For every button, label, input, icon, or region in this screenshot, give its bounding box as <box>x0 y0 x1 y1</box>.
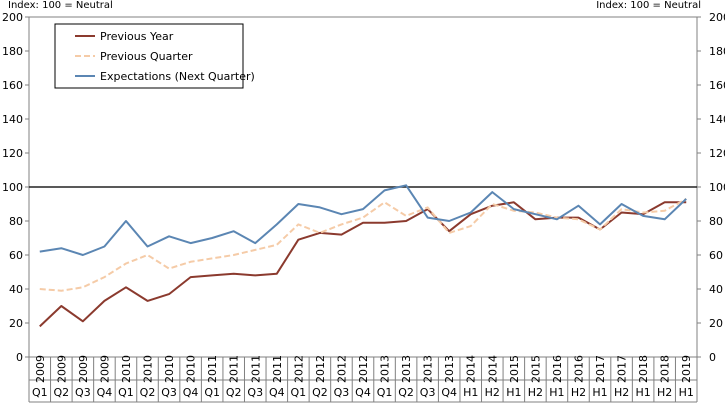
y-tick-label-left: 140 <box>2 113 23 126</box>
y-tick-label-right: 100 <box>709 181 725 194</box>
y-tick-label-left: 60 <box>9 249 23 262</box>
x-year-label: 2013 <box>400 355 413 383</box>
y-tick-label-left: 20 <box>9 317 23 330</box>
x-year-label: 2018 <box>637 355 650 383</box>
y-tick-label-right: 160 <box>709 79 725 92</box>
x-period-label: Q3 <box>247 386 263 399</box>
y-tick-label-left: 180 <box>2 45 23 58</box>
x-year-label: 2014 <box>465 355 478 383</box>
y-tick-label-left: 0 <box>16 351 23 364</box>
x-period-label: H1 <box>592 386 607 399</box>
y-tick-label-left: 200 <box>2 11 23 24</box>
x-year-label: 2019 <box>680 355 693 383</box>
x-period-label: H1 <box>635 386 650 399</box>
y-tick-label-right: 0 <box>709 351 716 364</box>
x-period-label: Q3 <box>334 386 350 399</box>
x-period-label: Q1 <box>204 386 220 399</box>
x-period-label: Q1 <box>377 386 393 399</box>
x-year-label: 2013 <box>422 355 435 383</box>
y-tick-label-right: 60 <box>709 249 723 262</box>
x-year-label: 2009 <box>55 355 68 383</box>
x-year-label: 2014 <box>486 355 499 383</box>
y-tick-label-right: 120 <box>709 147 725 160</box>
y-tick-label-right: 180 <box>709 45 725 58</box>
x-year-label: 2013 <box>443 355 456 383</box>
x-period-label: H1 <box>463 386 478 399</box>
x-period-label: H1 <box>549 386 564 399</box>
x-year-label: 2018 <box>659 355 672 383</box>
legend-label-1: Previous Quarter <box>100 50 193 63</box>
x-year-label: 2012 <box>357 355 370 383</box>
x-year-label: 2010 <box>185 355 198 383</box>
y-tick-label-left: 40 <box>9 283 23 296</box>
x-year-label: 2015 <box>529 355 542 383</box>
x-period-label: Q4 <box>97 386 113 399</box>
x-year-label: 2015 <box>508 355 521 383</box>
x-year-label: 2012 <box>292 355 305 383</box>
x-period-label: Q1 <box>32 386 48 399</box>
y-tick-label-right: 20 <box>709 317 723 330</box>
x-year-label: 2016 <box>572 355 585 383</box>
x-year-label: 2011 <box>249 355 262 383</box>
y-tick-label-left: 120 <box>2 147 23 160</box>
x-period-label: Q3 <box>420 386 436 399</box>
legend-label-2: Expectations (Next Quarter) <box>100 70 255 83</box>
x-year-label: 2012 <box>314 355 327 383</box>
y-tick-label-left: 100 <box>2 181 23 194</box>
x-period-label: Q4 <box>355 386 371 399</box>
x-period-label: Q2 <box>53 386 69 399</box>
x-year-label: 2017 <box>616 355 629 383</box>
x-year-label: 2011 <box>228 355 241 383</box>
x-year-label: 2013 <box>379 355 392 383</box>
x-year-label: 2010 <box>120 355 133 383</box>
x-period-label: Q1 <box>118 386 134 399</box>
x-year-label: 2016 <box>551 355 564 383</box>
x-year-label: 2009 <box>77 355 90 383</box>
x-year-label: 2009 <box>98 355 111 383</box>
x-period-label: Q4 <box>441 386 457 399</box>
right-axis-index-note: Index: 100 = Neutral <box>596 0 701 11</box>
x-period-label: Q2 <box>312 386 328 399</box>
x-period-label: H1 <box>506 386 521 399</box>
legend-label-0: Previous Year <box>100 30 174 43</box>
y-tick-label-left: 160 <box>2 79 23 92</box>
series-line-2 <box>39 184 687 256</box>
series-line-0 <box>39 201 687 328</box>
left-axis-index-note: Index: 100 = Neutral <box>8 0 113 11</box>
y-tick-label-right: 40 <box>709 283 723 296</box>
x-period-label: Q4 <box>183 386 199 399</box>
x-period-label: Q3 <box>75 386 91 399</box>
x-period-label: H2 <box>571 386 586 399</box>
y-tick-label-right: 140 <box>709 113 725 126</box>
x-period-label: H1 <box>679 386 694 399</box>
x-period-label: Q2 <box>140 386 156 399</box>
x-period-label: Q2 <box>398 386 414 399</box>
series-line-1 <box>39 198 687 292</box>
x-period-label: Q2 <box>226 386 242 399</box>
x-period-label: Q1 <box>291 386 307 399</box>
x-year-label: 2017 <box>594 355 607 383</box>
x-year-label: 2011 <box>271 355 284 383</box>
y-tick-label-right: 80 <box>709 215 723 228</box>
x-year-label: 2012 <box>335 355 348 383</box>
x-period-label: H2 <box>485 386 500 399</box>
x-period-label: H2 <box>657 386 672 399</box>
x-year-label: 2010 <box>142 355 155 383</box>
x-year-label: 2009 <box>34 355 47 383</box>
x-period-label: Q3 <box>161 386 177 399</box>
y-tick-label-left: 80 <box>9 215 23 228</box>
x-period-label: Q4 <box>269 386 285 399</box>
x-period-label: H2 <box>614 386 629 399</box>
x-year-label: 2011 <box>206 355 219 383</box>
y-tick-label-right: 200 <box>709 11 725 24</box>
x-year-label: 2010 <box>163 355 176 383</box>
x-period-label: H2 <box>528 386 543 399</box>
